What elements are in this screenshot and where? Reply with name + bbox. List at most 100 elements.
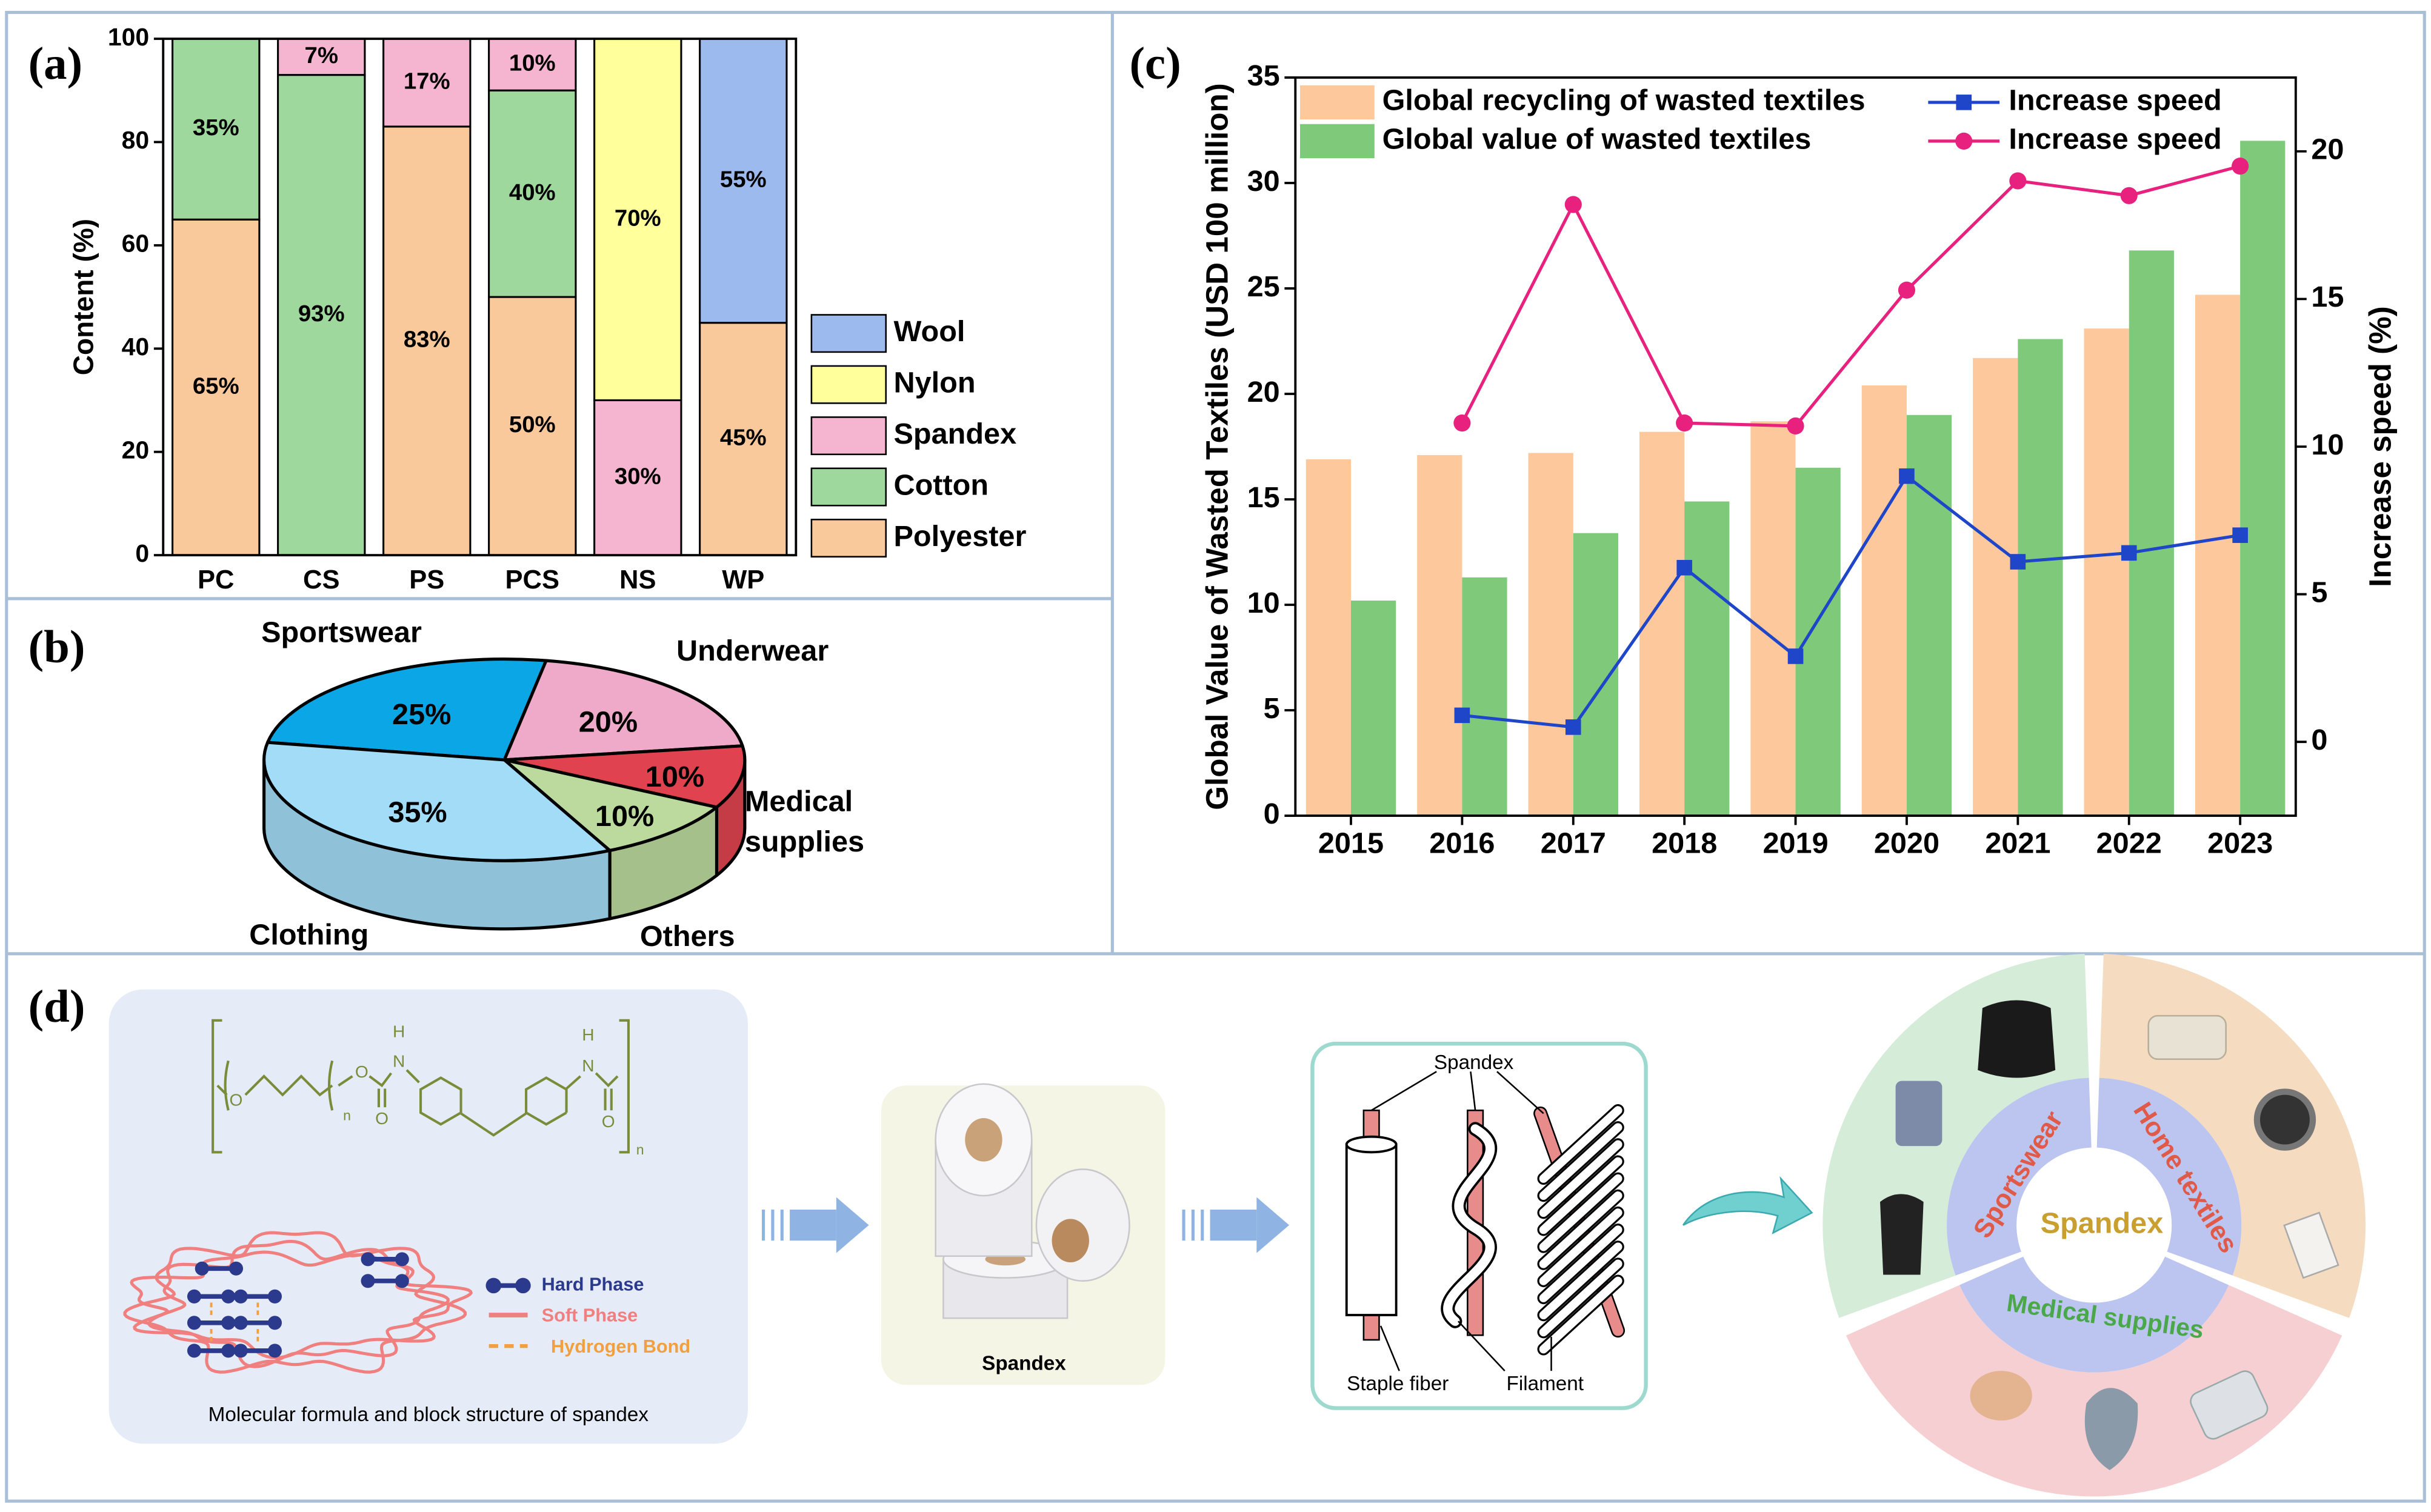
- legend-swatch: [1956, 95, 1972, 110]
- line: [1461, 164, 2241, 428]
- bar: [1861, 385, 1907, 816]
- data-label: 93%: [298, 301, 345, 327]
- category-label: Clothing: [249, 918, 368, 951]
- bar-segment: [277, 74, 366, 556]
- y-tick-label: 100: [108, 23, 149, 51]
- formula: [212, 1019, 630, 1154]
- panel-label: (d): [28, 981, 85, 1032]
- bond: [327, 1060, 334, 1111]
- slice: [502, 744, 747, 809]
- filament: [1539, 1276, 1622, 1354]
- bond: [619, 1019, 630, 1154]
- data-label: 10%: [509, 50, 556, 76]
- bar: [1417, 455, 1462, 816]
- sector: [2096, 1077, 2242, 1276]
- sector: [1846, 1285, 2343, 1497]
- atom: H: [393, 1022, 405, 1041]
- bond: [525, 1076, 568, 1126]
- marker: [1676, 559, 1692, 576]
- application-wheel: [1822, 954, 2366, 1497]
- data-label: 40%: [509, 179, 556, 205]
- bar: [1306, 459, 1351, 816]
- marker: [1565, 719, 1581, 735]
- sector: [1947, 1077, 2092, 1276]
- x-tick-label: CS: [303, 565, 339, 594]
- staple-fiber: [1345, 1135, 1398, 1154]
- legend-label: Increase speed: [2009, 123, 2221, 156]
- staple-fiber: [1345, 1143, 1398, 1316]
- legend-label: Soft Phase: [542, 1305, 638, 1326]
- data-label: 83%: [404, 327, 450, 353]
- x-tick-label: 2015: [1318, 827, 1384, 859]
- block-structure: [123, 1231, 473, 1374]
- icon: [1970, 1371, 2032, 1421]
- marker: [1564, 196, 1582, 213]
- x-tick-label: WP: [722, 565, 764, 594]
- marker: [2232, 527, 2248, 543]
- marker: [1787, 648, 1804, 664]
- y-tick-label: 15: [1247, 481, 1280, 514]
- icon: [2147, 1014, 2227, 1061]
- hard-phase: [221, 1289, 236, 1304]
- y-tick-label: 30: [1247, 165, 1280, 198]
- marker: [1898, 281, 1916, 299]
- y-tick-label: 0: [135, 539, 149, 567]
- category-label: Others: [640, 920, 735, 953]
- marker: [1453, 414, 1471, 432]
- leader: [1371, 1071, 1437, 1111]
- legend-swatch: [515, 1277, 531, 1294]
- y-axis-label: Global Value of Wasted Textiles (USD 100…: [1199, 83, 1234, 810]
- atom: H: [582, 1025, 594, 1044]
- atom: N: [393, 1051, 405, 1070]
- bar: [1750, 421, 1796, 816]
- data-label: 35%: [193, 115, 239, 141]
- filament: [1539, 1191, 1622, 1268]
- x-tick-label: PCS: [505, 565, 559, 594]
- data-label: 25%: [392, 698, 451, 731]
- slice: [266, 658, 548, 762]
- y-tick-label: 20: [1247, 376, 1280, 408]
- icon: [2190, 1370, 2269, 1440]
- legend-swatch: [810, 416, 887, 456]
- panel-label: (b): [28, 621, 85, 672]
- bar-segment: [382, 38, 472, 128]
- hard-phase: [233, 1344, 248, 1358]
- y2-tick-label: 10: [2311, 428, 2344, 461]
- filament: [1539, 1123, 1622, 1201]
- y2-tick-label: 5: [2311, 576, 2327, 608]
- atom: N: [582, 1056, 594, 1075]
- center: [2016, 1147, 2172, 1303]
- bar: [1350, 601, 1396, 816]
- bar-segment: [277, 38, 366, 76]
- hard-phase: [187, 1316, 201, 1330]
- fiber-label: Filament: [1507, 1373, 1584, 1395]
- hard-phase: [195, 1261, 209, 1276]
- category-label: Medical supplies: [744, 786, 865, 859]
- marker: [2010, 554, 2026, 570]
- data-label: 17%: [404, 68, 450, 95]
- bar-segment: [699, 38, 788, 324]
- slice: [502, 659, 744, 762]
- bond: [419, 1076, 462, 1126]
- x-tick-label: 2022: [2096, 827, 2162, 859]
- y-tick-label: 25: [1247, 270, 1280, 303]
- data-label: 65%: [193, 373, 239, 399]
- marker: [1787, 417, 1804, 435]
- marker: [1899, 468, 1915, 484]
- bar: [2240, 141, 2286, 816]
- filament: [1539, 1208, 1622, 1285]
- x-tick-label: PS: [409, 565, 444, 594]
- y-axis-label: Content (%): [67, 219, 99, 375]
- icon: [2253, 1088, 2316, 1151]
- legend-label: Cotton: [894, 468, 989, 501]
- x-tick-label: 2023: [2207, 827, 2273, 859]
- hard-phase: [221, 1344, 236, 1358]
- legend-label: Hydrogen Bond: [551, 1336, 690, 1357]
- marker: [2120, 187, 2138, 204]
- bond: [595, 1072, 619, 1088]
- atom: O: [355, 1062, 368, 1081]
- data-label: 7%: [305, 42, 338, 68]
- leader: [1470, 1071, 1476, 1111]
- hard-phase: [395, 1274, 409, 1288]
